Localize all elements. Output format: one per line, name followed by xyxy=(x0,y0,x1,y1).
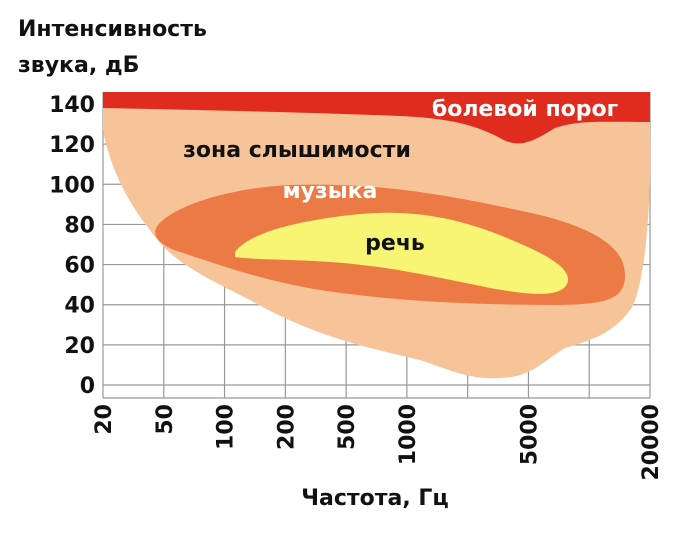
zone-label: речь xyxy=(365,231,425,256)
y-axis-title: Интенсивность xyxy=(18,17,207,42)
zone-label: зона слышимости xyxy=(183,138,411,163)
x-tick-label: 200 xyxy=(274,404,299,450)
y-tick-label: 40 xyxy=(64,294,95,319)
speech-zone xyxy=(235,212,569,294)
pain-zone xyxy=(103,92,650,144)
zone-label: болевой порог xyxy=(432,97,618,122)
x-tick-label: 500 xyxy=(335,404,360,450)
zone-label: музыка xyxy=(283,179,378,204)
y-tick-label: 120 xyxy=(49,133,95,158)
y-tick-label: 60 xyxy=(64,254,95,279)
x-tick-label: 20000 xyxy=(639,404,664,481)
x-tick-label: 20 xyxy=(92,404,117,435)
x-tick-label: 5000 xyxy=(517,404,542,465)
y-tick-label: 140 xyxy=(49,93,95,118)
y-tick-label: 100 xyxy=(49,173,95,198)
y-tick-label: 80 xyxy=(64,213,95,238)
y-tick-label: 20 xyxy=(64,334,95,359)
x-tick-label: 50 xyxy=(153,404,178,435)
y-tick-label: 0 xyxy=(80,374,95,399)
x-tick-label: 1000 xyxy=(396,404,421,465)
x-axis-title: Частота, Гц xyxy=(301,486,448,511)
x-tick-label: 100 xyxy=(214,404,239,450)
y-axis-title: звука, дБ xyxy=(18,53,139,78)
